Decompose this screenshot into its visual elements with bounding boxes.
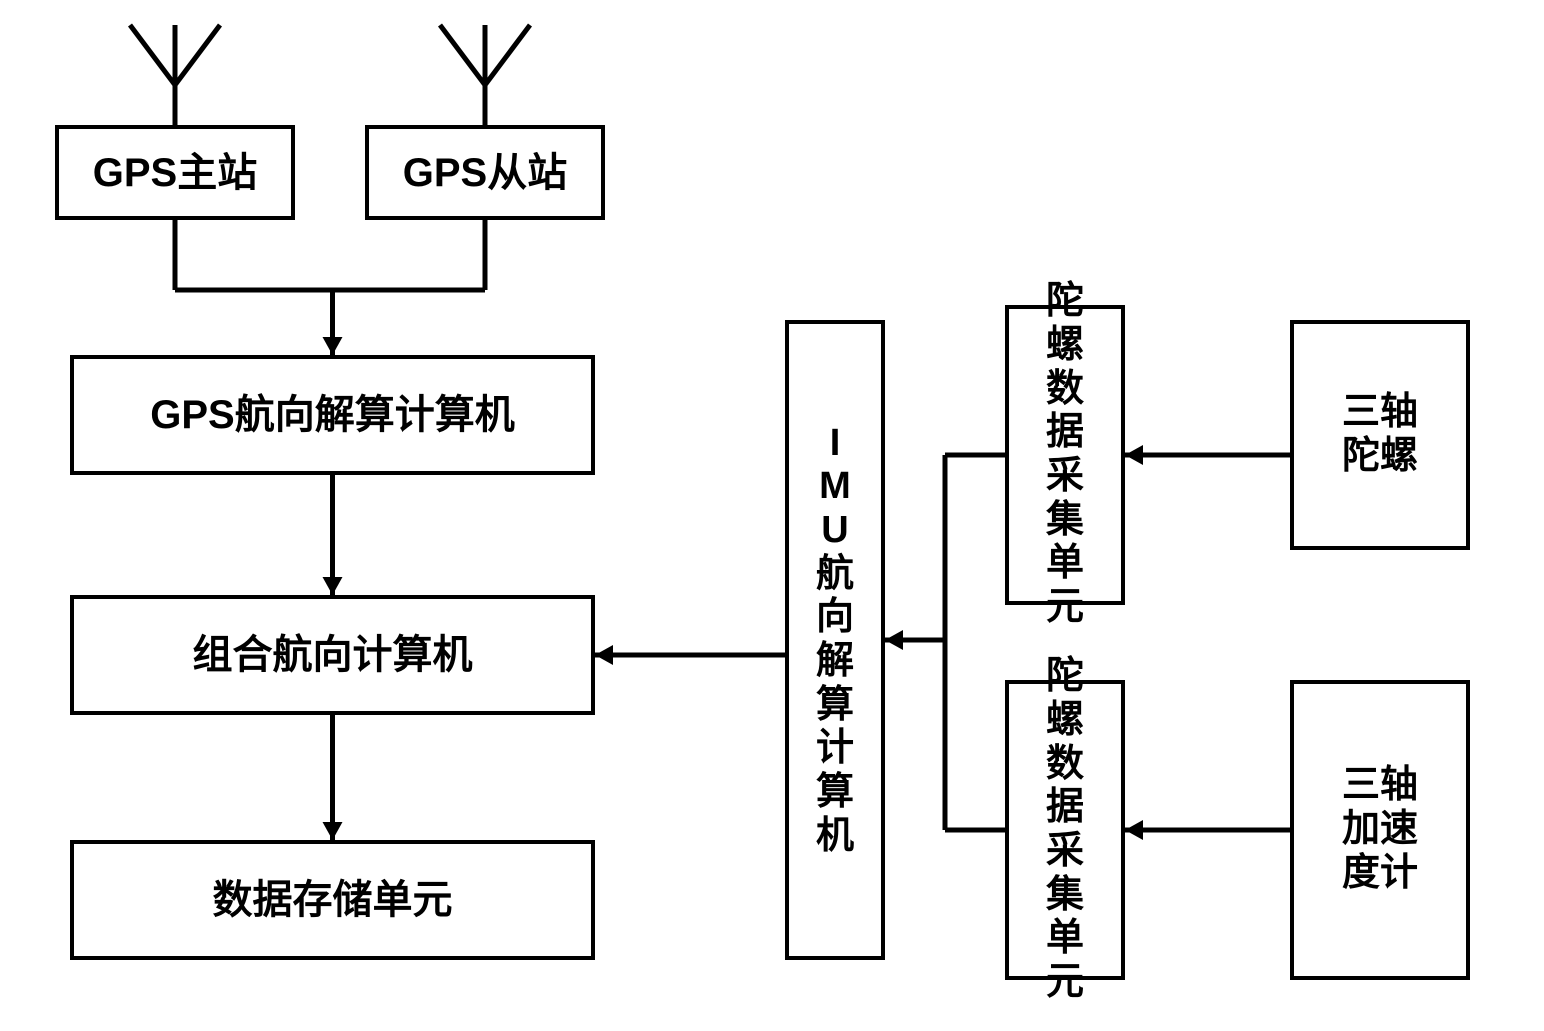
node-label: IMU航向解算计算机	[816, 422, 854, 859]
node-label: GPS航向解算计算机	[150, 392, 514, 438]
node-accel: 三轴加速度计	[1290, 680, 1470, 980]
node-label: 三轴陀螺	[1342, 391, 1418, 478]
node-gyro: 三轴陀螺	[1290, 320, 1470, 550]
node-label: GPS从站	[403, 150, 567, 196]
node-label: 陀螺数据采集单元	[1046, 280, 1084, 630]
node-label: 组合航向计算机	[193, 632, 473, 678]
node-storage: 数据存储单元	[70, 840, 595, 960]
node-label: 陀螺数据采集单元	[1046, 655, 1084, 1005]
node-gps_master: GPS主站	[55, 125, 295, 220]
node-gps_heading: GPS航向解算计算机	[70, 355, 595, 475]
node-combined: 组合航向计算机	[70, 595, 595, 715]
node-gyro_acq: 陀螺数据采集单元	[1005, 305, 1125, 605]
node-accel_acq: 陀螺数据采集单元	[1005, 680, 1125, 980]
diagram-canvas: GPS主站 GPS从站 GPS航向解算计算机组合航向计算机数据存储单元 IMU航向解算…	[0, 0, 1544, 1031]
node-imu: IMU航向解算计算机	[785, 320, 885, 960]
node-label: GPS主站	[93, 150, 257, 196]
node-label: 三轴加速度计	[1342, 764, 1418, 895]
node-label: 数据存储单元	[213, 877, 453, 923]
node-gps_slave: GPS从站	[365, 125, 605, 220]
